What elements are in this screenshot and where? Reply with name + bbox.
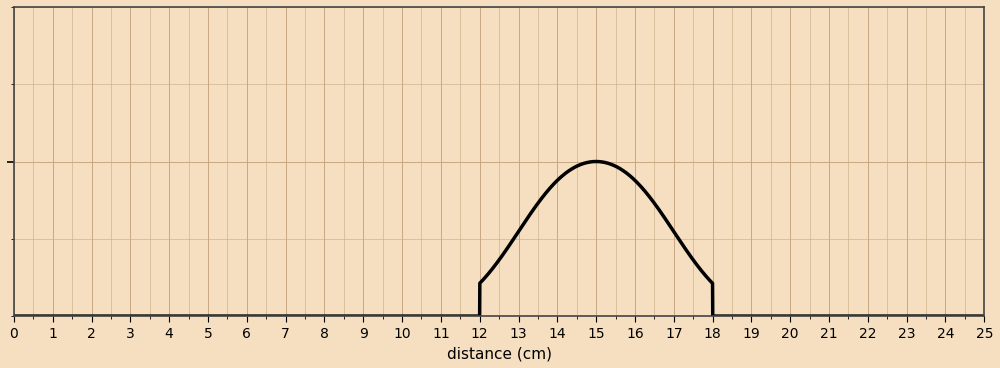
X-axis label: distance (cm): distance (cm) <box>447 346 552 361</box>
